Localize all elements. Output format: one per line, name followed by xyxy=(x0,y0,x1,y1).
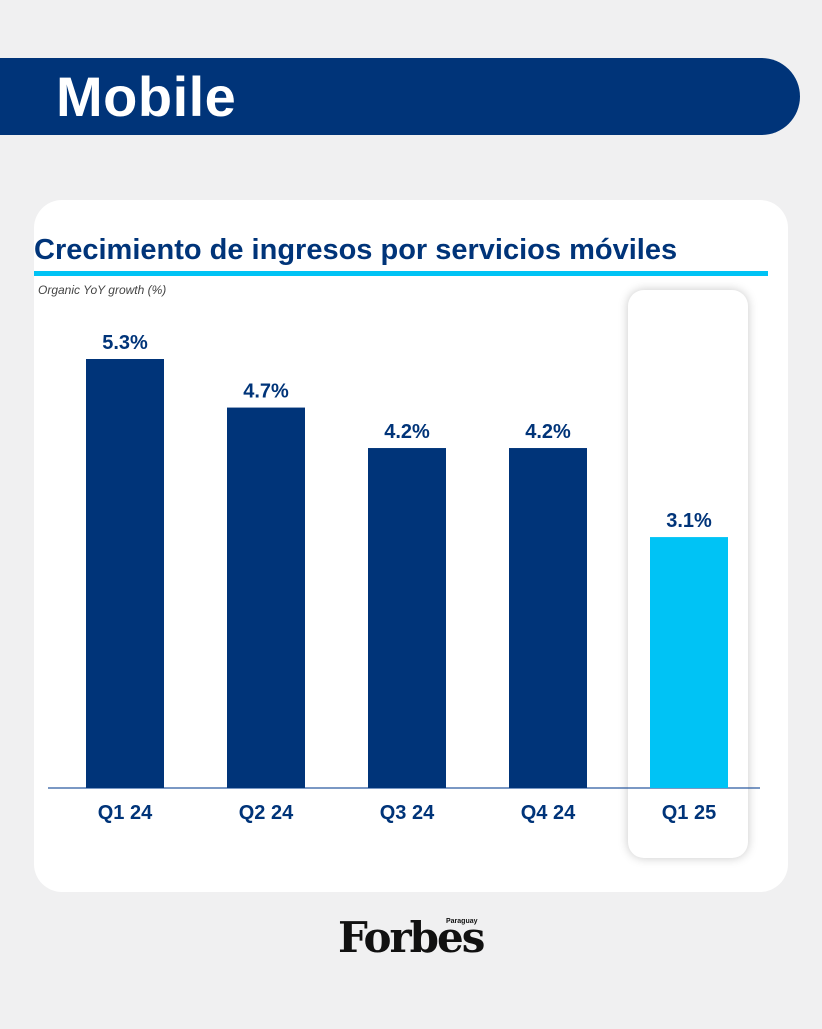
logo-wordmark: Forbes xyxy=(338,913,485,962)
header-band: Mobile xyxy=(0,58,800,135)
tick-label-q4-24: Q4 24 xyxy=(521,802,576,824)
bar-chart: 5.3% Q1 24 4.7% Q2 24 4.2% Q3 24 4.2% Q4 24 3.1%… xyxy=(48,332,760,824)
bar-q3-24 xyxy=(368,448,446,788)
bar-q4-24 xyxy=(509,448,587,788)
tick-label-q2-24: Q2 24 xyxy=(239,802,294,824)
tick-label-q1-24: Q1 24 xyxy=(98,802,153,824)
logo-subtext: Paraguay xyxy=(446,918,478,925)
data-label-q1-24: 5.3% xyxy=(102,332,148,354)
data-label-q3-24: 4.2% xyxy=(384,421,430,443)
bar-q2-24 xyxy=(227,407,305,788)
chart-subtitle: Organic YoY growth (%) xyxy=(38,283,167,297)
bar-q1-24 xyxy=(86,359,164,788)
data-label-q2-24: 4.7% xyxy=(243,381,289,403)
chart-card: Crecimiento de ingresos por servicios mó… xyxy=(34,200,788,892)
tick-label-q1-25: Q1 25 xyxy=(662,802,716,824)
chart-title: Crecimiento de ingresos por servicios mó… xyxy=(34,234,678,266)
data-label-q1-25: 3.1% xyxy=(666,510,712,532)
tick-label-q3-24: Q3 24 xyxy=(380,802,435,824)
title-underline xyxy=(34,271,768,276)
data-label-q4-24: 4.2% xyxy=(525,421,571,443)
page-title: Mobile xyxy=(56,65,237,128)
forbes-logo: Forbes Paraguay xyxy=(338,912,488,964)
bar-q1-25 xyxy=(650,537,728,788)
